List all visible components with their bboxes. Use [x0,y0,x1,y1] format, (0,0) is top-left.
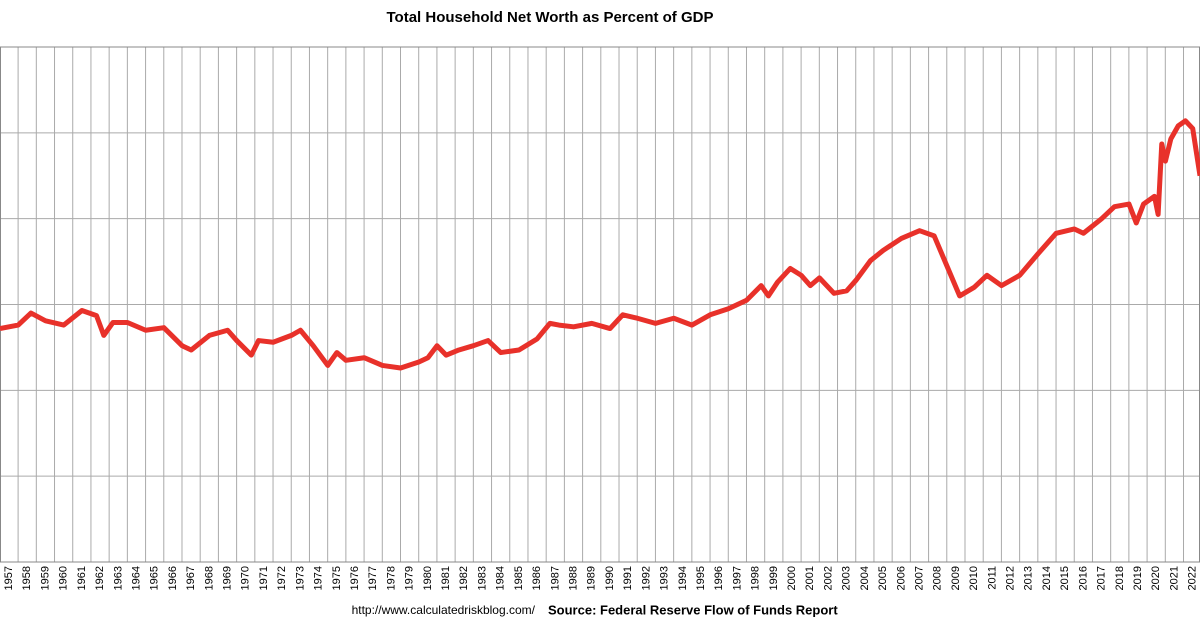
x-tick-label: 2012 [1005,566,1017,590]
x-tick-label: 1971 [258,566,270,590]
x-tick-label: 1997 [731,566,743,590]
x-tick-label: 1967 [185,566,197,590]
chart-title: Total Household Net Worth as Percent of … [387,9,714,26]
x-tick-label: 1976 [349,566,361,590]
x-tick-label: 1961 [76,566,88,590]
x-tick-label: 1966 [167,566,179,590]
x-tick-label: 2017 [1096,566,1108,590]
x-tick-label: 2022 [1187,566,1199,590]
x-tick-label: 1968 [203,566,215,590]
x-tick-label: 2011 [986,566,998,590]
x-tick-label: 1978 [385,566,397,590]
x-tick-label: 2008 [932,566,944,590]
x-tick-label: 1989 [586,566,598,590]
x-tick-label: 1958 [21,566,33,590]
x-tick-label: 1991 [622,566,634,590]
x-tick-label: 1986 [531,566,543,590]
x-tick-label: 1980 [422,566,434,590]
x-tick-label: 1996 [713,566,725,590]
x-tick-label: 1993 [659,566,671,590]
x-tick-label: 2009 [950,566,962,590]
x-tick-label: 1979 [404,566,416,590]
x-tick-label: 1963 [112,566,124,590]
x-tick-label: 1960 [58,566,70,590]
x-tick-label: 1984 [495,566,507,590]
x-tick-label: 2010 [968,566,980,590]
data-line [0,118,1200,371]
x-tick-label: 2016 [1077,566,1089,590]
x-tick-label: 1973 [294,566,306,590]
x-tick-label: 1992 [640,566,652,590]
x-tick-label: 2019 [1132,566,1144,590]
x-tick-label: 1975 [331,566,343,590]
x-tick-label: 1962 [94,566,106,590]
x-tick-label: 2002 [822,566,834,590]
x-tick-label: 2021 [1168,566,1180,590]
x-tick-label: 1959 [39,566,51,590]
x-tick-label: 2018 [1114,566,1126,590]
x-tick-label: 2014 [1041,566,1053,590]
source-url: http://www.calculatedriskblog.com/ [352,603,536,617]
x-tick-label: 1972 [276,566,288,590]
x-tick-label: 2001 [804,566,816,590]
x-tick-label: 1970 [240,566,252,590]
x-tick-label: 2015 [1059,566,1071,590]
x-tick-label: 1964 [130,566,142,590]
x-tick-label: 2000 [786,566,798,590]
x-tick-label: 1985 [513,566,525,590]
x-tick-label: 2006 [895,566,907,590]
x-tick-label: 2007 [913,566,925,590]
x-tick-label: 2003 [841,566,853,590]
x-tick-label: 1977 [367,566,379,590]
x-tick-label: 2004 [859,566,871,590]
x-tick-label: 1974 [313,566,325,590]
x-tick-label: 1988 [568,566,580,590]
x-tick-label: 1987 [549,566,561,590]
x-tick-label: 2013 [1023,566,1035,590]
x-tick-label: 2020 [1150,566,1162,590]
x-tick-label: 1994 [677,566,689,590]
x-tick-label: 1981 [440,566,452,590]
x-tick-label: 2005 [877,566,889,590]
source: Source: Federal Reserve Flow of Funds Re… [548,602,838,617]
x-tick-label: 1983 [476,566,488,590]
x-tick-label: 1957 [3,566,15,590]
x-tick-label: 1999 [768,566,780,590]
x-tick-label: 1969 [222,566,234,590]
x-tick-label: 1982 [458,566,470,590]
x-tick-label: 1998 [750,566,762,590]
x-tick-label: 1995 [695,566,707,590]
x-tick-label: 1965 [149,566,161,590]
x-tick-label: 1990 [604,566,616,590]
